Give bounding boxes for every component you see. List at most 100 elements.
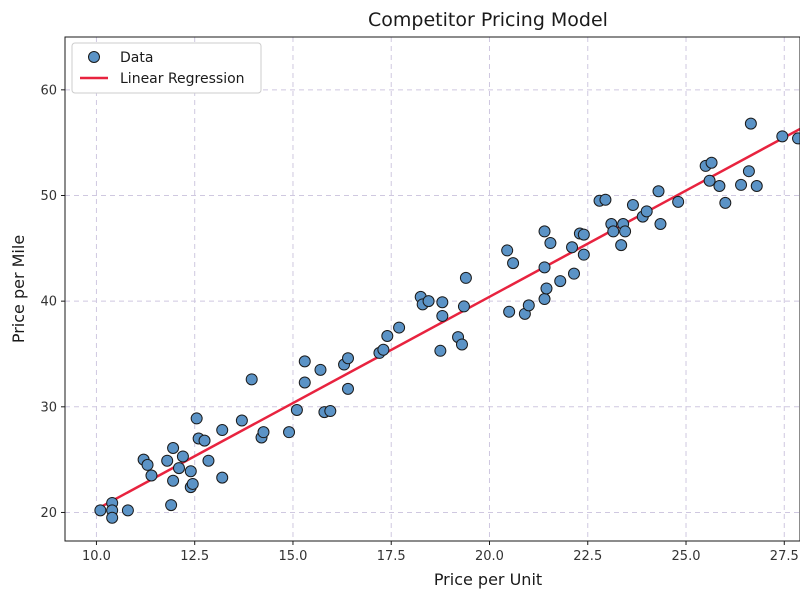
data-point xyxy=(145,469,158,482)
x-tick-label: 27.5 xyxy=(770,549,799,564)
legend-box xyxy=(71,42,262,94)
data-point xyxy=(290,403,303,416)
data-point xyxy=(615,239,628,252)
data-point xyxy=(540,282,553,295)
data-point xyxy=(507,257,520,270)
y-tick-label: 30 xyxy=(40,400,57,415)
y-tick-label: 20 xyxy=(40,506,57,521)
data-point xyxy=(198,434,211,447)
x-tick-label: 10.0 xyxy=(82,549,111,564)
data-point xyxy=(121,504,134,517)
y-tick-label: 60 xyxy=(40,83,57,98)
data-point xyxy=(554,275,567,288)
data-point xyxy=(216,471,229,484)
legend-marker-data xyxy=(88,51,100,63)
x-tick-label: 25.0 xyxy=(672,549,701,564)
data-point xyxy=(94,504,107,517)
data-point xyxy=(501,244,514,257)
regression-line xyxy=(99,127,800,509)
data-point xyxy=(216,424,229,437)
plot-frame xyxy=(64,36,800,542)
data-point xyxy=(457,300,470,313)
data-point xyxy=(538,225,551,238)
data-point xyxy=(257,426,270,439)
data-point xyxy=(324,405,337,418)
x-tick-label: 15.0 xyxy=(278,549,307,564)
y-tick-label: 40 xyxy=(40,295,57,310)
y-axis-ticks: 20 30 40 50 60 xyxy=(40,83,65,521)
data-point xyxy=(190,412,203,425)
data-points xyxy=(94,117,800,524)
data-point xyxy=(640,205,653,218)
x-tick-label: 17.5 xyxy=(377,549,406,564)
data-point xyxy=(176,450,189,463)
data-point xyxy=(141,458,154,471)
data-point xyxy=(422,295,435,308)
data-point xyxy=(283,426,296,439)
data-point xyxy=(538,261,551,274)
x-axis-ticks: 10.0 12.5 15.0 17.5 20.0 22.5 25.0 27.5 xyxy=(82,541,799,564)
data-point xyxy=(607,225,620,238)
data-point xyxy=(341,382,354,395)
data-point xyxy=(298,355,311,368)
data-point xyxy=(735,178,748,191)
data-point xyxy=(544,237,557,250)
data-point xyxy=(165,499,178,512)
data-point xyxy=(455,338,468,351)
data-point xyxy=(672,195,685,208)
data-point xyxy=(750,179,763,192)
data-point xyxy=(776,130,789,143)
data-point xyxy=(652,185,665,198)
data-point xyxy=(619,225,632,238)
data-point xyxy=(167,442,180,455)
data-point xyxy=(434,344,447,357)
data-point xyxy=(522,299,535,312)
data-point xyxy=(566,241,579,254)
legend: Data Linear Regression xyxy=(71,42,262,94)
data-point xyxy=(792,132,800,145)
legend-label-data: Data xyxy=(120,50,153,66)
data-point xyxy=(705,156,718,169)
data-point xyxy=(654,218,667,231)
data-point xyxy=(186,477,199,490)
data-point xyxy=(436,296,449,309)
legend-label-regression: Linear Regression xyxy=(120,71,245,87)
x-tick-label: 20.0 xyxy=(475,549,504,564)
data-point xyxy=(567,267,580,280)
data-point xyxy=(577,248,590,261)
data-point xyxy=(742,165,755,178)
data-point xyxy=(626,199,639,211)
data-point xyxy=(245,373,258,386)
data-point xyxy=(703,174,716,187)
data-point xyxy=(235,414,248,427)
data-point xyxy=(161,454,174,467)
data-point xyxy=(577,228,590,241)
data-point xyxy=(393,321,406,334)
data-point xyxy=(314,363,327,376)
y-tick-label: 50 xyxy=(40,189,57,204)
chart-title: Competitor Pricing Model xyxy=(368,9,608,31)
data-point xyxy=(436,309,449,322)
data-point xyxy=(538,293,551,306)
data-point xyxy=(713,179,726,192)
data-point xyxy=(459,271,472,284)
x-tick-label: 12.5 xyxy=(180,549,209,564)
data-point xyxy=(599,193,612,206)
y-axis-label: Price per Mile xyxy=(9,235,28,343)
data-point xyxy=(381,330,394,343)
data-point xyxy=(341,352,354,365)
data-point xyxy=(719,196,732,209)
data-point xyxy=(202,454,215,467)
data-point xyxy=(172,462,185,475)
data-point xyxy=(744,117,757,130)
x-axis-label: Price per Unit xyxy=(434,570,542,589)
data-point xyxy=(184,465,197,478)
data-point xyxy=(106,511,119,524)
data-point xyxy=(167,474,180,487)
plot-area xyxy=(64,36,800,542)
regression-line-layer xyxy=(99,127,800,509)
x-tick-label: 22.5 xyxy=(573,549,602,564)
data-point xyxy=(503,305,516,318)
data-point xyxy=(377,343,390,356)
